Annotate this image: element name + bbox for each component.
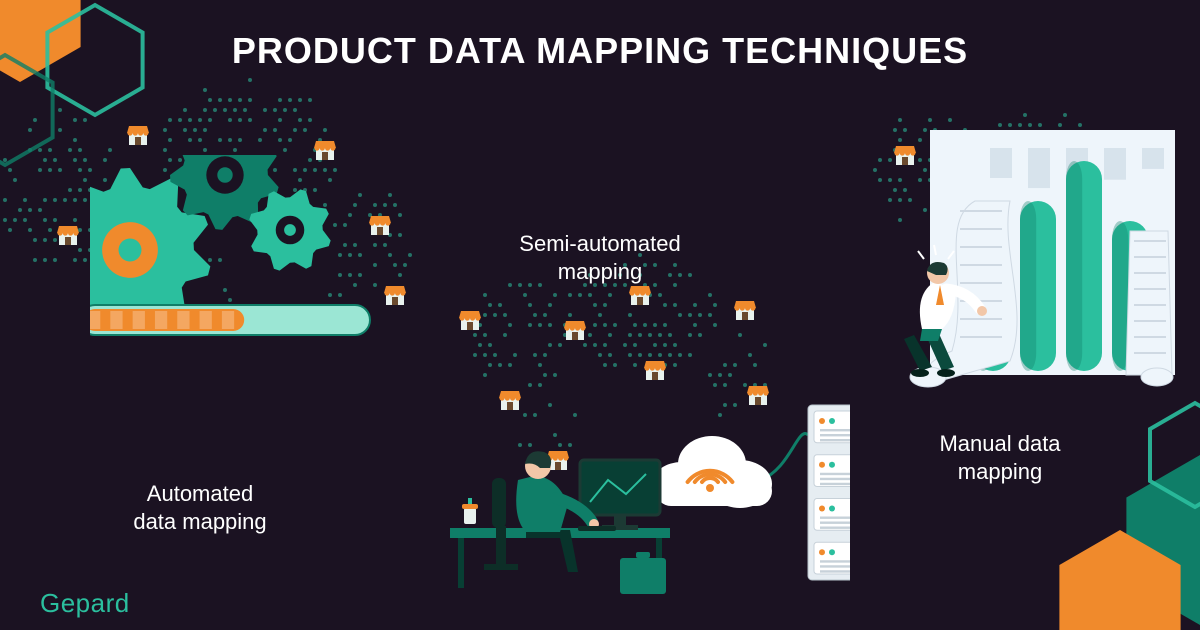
store-marker-icon xyxy=(629,286,651,305)
chart-bar xyxy=(1020,201,1056,371)
semi-automated-illustration xyxy=(430,380,850,600)
store-marker-icon xyxy=(734,301,756,320)
chart-bar xyxy=(1066,161,1102,371)
store-marker-icon xyxy=(459,311,481,330)
store-marker-icon xyxy=(127,126,149,145)
automated-illustration xyxy=(90,155,400,415)
cloud-icon xyxy=(652,436,772,508)
brand-logo: Gepard xyxy=(40,588,130,619)
caption-manual: Manual data mapping xyxy=(860,430,1140,485)
caption-automated: Automated data mapping xyxy=(60,480,340,535)
server-rack-icon xyxy=(808,405,850,580)
progress-bar xyxy=(90,305,370,335)
store-marker-icon xyxy=(644,361,666,380)
manual-illustration xyxy=(880,130,1180,390)
infographic-stage: PRODUCT DATA MAPPING TECHNIQUES Automate… xyxy=(0,0,1200,630)
store-marker-icon xyxy=(564,321,586,340)
briefcase-icon xyxy=(620,552,666,594)
page-title: PRODUCT DATA MAPPING TECHNIQUES xyxy=(0,30,1200,72)
store-marker-icon xyxy=(57,226,79,245)
caption-semi-automated: Semi-automated mapping xyxy=(460,230,740,285)
coffee-cup-icon xyxy=(462,498,478,524)
gear-icon xyxy=(249,189,330,270)
